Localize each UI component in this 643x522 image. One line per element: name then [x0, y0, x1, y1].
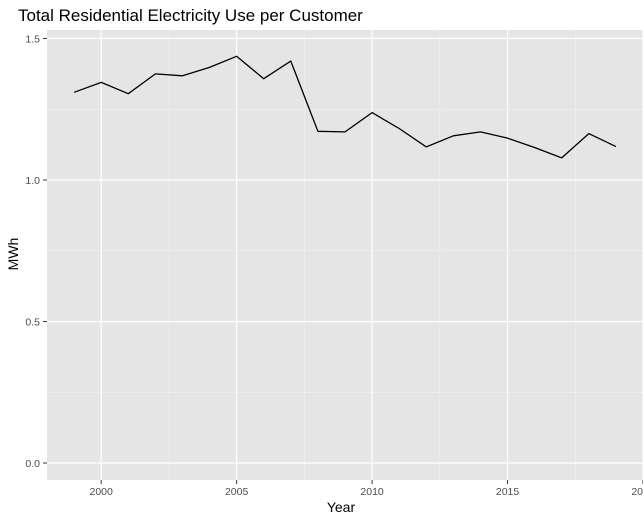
- x-tick-label: 2000: [90, 486, 114, 498]
- major-gridlines: [47, 30, 643, 480]
- series-layer: [73, 55, 617, 159]
- y-axis: 0.0 0.5 1.0 1.5: [25, 33, 47, 470]
- y-axis-title: MWh: [5, 238, 21, 271]
- chart-title: Total Residential Electricity Use per Cu…: [18, 6, 363, 25]
- y-tick-label: 0.5: [25, 317, 40, 329]
- y-tick-label: 1.0: [25, 175, 40, 187]
- y-tick-label: 0.0: [25, 458, 40, 470]
- x-tick-label: 2010: [360, 486, 384, 498]
- y-tick-label: 1.5: [25, 33, 40, 45]
- x-tick-label: 2020: [631, 486, 643, 498]
- x-axis-title: Year: [327, 499, 356, 515]
- x-axis: 2000 2005 2010 2015 2020: [90, 480, 643, 498]
- x-tick-label: 2015: [496, 486, 520, 498]
- plot-panel: [47, 30, 643, 480]
- series-line-0: [73, 55, 617, 159]
- x-tick-label: 2005: [225, 486, 249, 498]
- minor-gridlines: [47, 30, 643, 480]
